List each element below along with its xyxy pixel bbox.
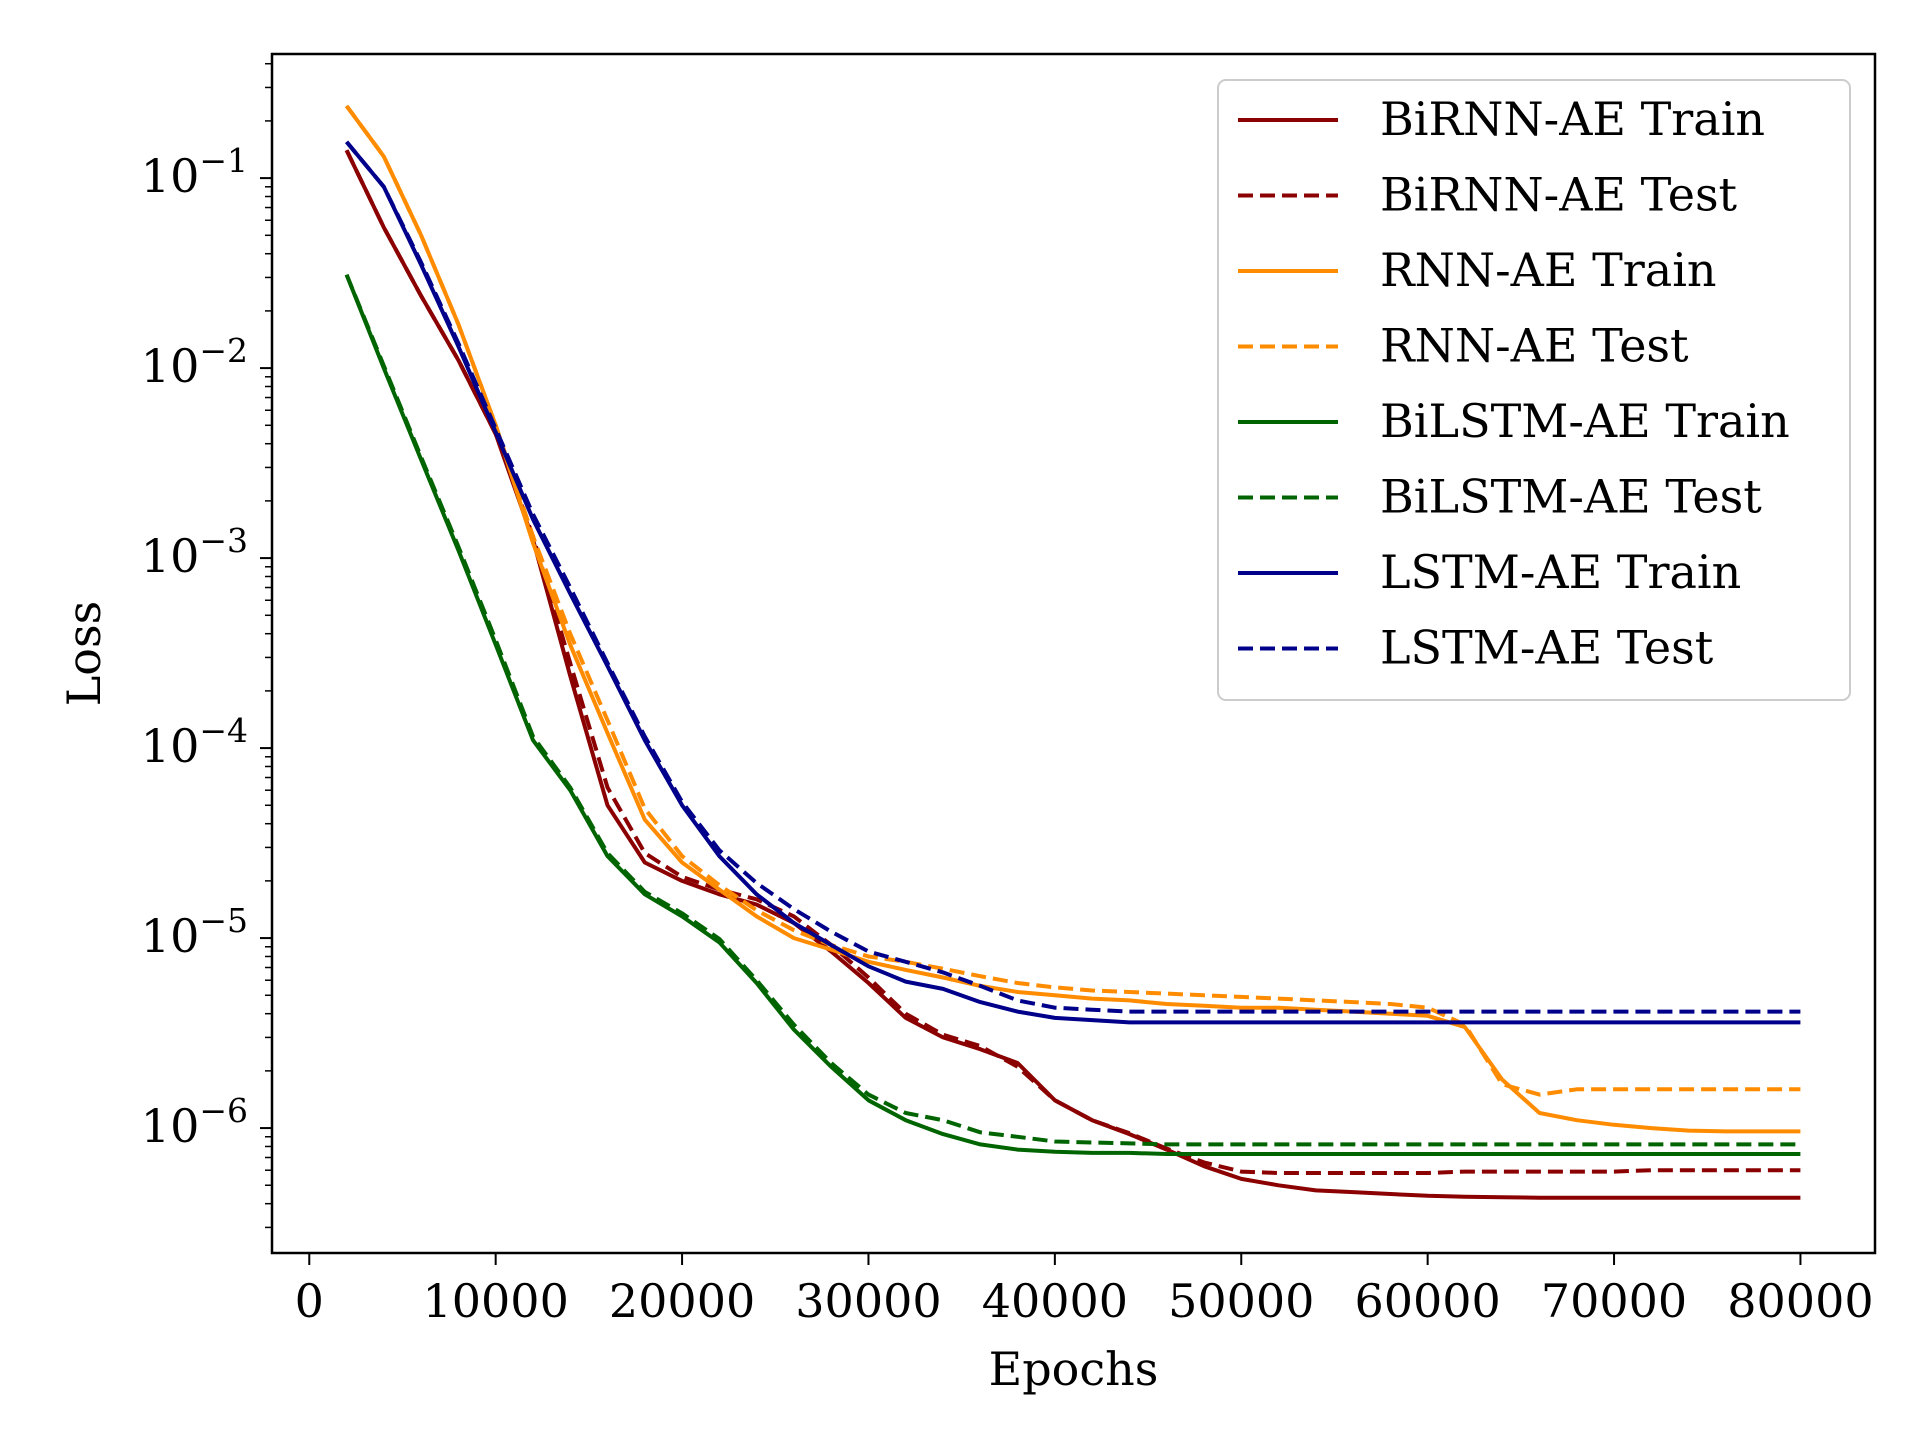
legend-label: BiLSTM-AE Test — [1380, 470, 1762, 524]
x-tick-label: 10000 — [423, 1274, 569, 1328]
plot-frame — [270, 52, 1877, 1255]
y-tick-label: 10−3 — [141, 521, 248, 583]
legend: BiRNN-AE Train BiRNN-AE Test RNN-AE Train R… — [1217, 79, 1851, 701]
y-tick-label: 10−5 — [141, 901, 248, 963]
legend-label: BiRNN-AE Test — [1380, 168, 1738, 222]
series-layer — [344, 104, 1801, 1200]
series-line-birnn-ae-train — [344, 149, 1801, 1200]
series-line-bilstm-ae-test — [344, 273, 1801, 1147]
series-line-rnn-ae-train — [344, 104, 1801, 1134]
series-line-rnn-ae-test — [344, 104, 1801, 1097]
legend-label: BiLSTM-AE Train — [1380, 394, 1790, 448]
x-tick-label: 40000 — [982, 1274, 1128, 1328]
y-tick-label: 10−1 — [141, 141, 248, 203]
legend-label: BiRNN-AE Train — [1380, 92, 1765, 146]
y-tick-label: 10−2 — [141, 331, 248, 393]
series-line-lstm-ae-test — [345, 140, 1801, 1014]
x-tick-label: 50000 — [1168, 1274, 1314, 1328]
y-tick-label: 10−4 — [141, 711, 248, 773]
x-tick-label: 70000 — [1541, 1274, 1687, 1328]
series-line-lstm-ae-train — [345, 140, 1801, 1025]
y-axis-title: Loss — [57, 601, 111, 706]
x-tick-label: 0 — [295, 1274, 324, 1328]
legend-label: RNN-AE Train — [1380, 243, 1717, 297]
x-tick-label: 60000 — [1354, 1274, 1500, 1328]
series-line-birnn-ae-test — [344, 149, 1801, 1175]
x-tick-label: 30000 — [795, 1274, 941, 1328]
legend-label: LSTM-AE Test — [1380, 621, 1714, 675]
y-tick-label: 10−6 — [141, 1091, 248, 1153]
axes-layer: 0 10000 20000 30000 40000 50000 60000 70000 8000… — [57, 52, 1877, 1396]
x-axis-title: Epochs — [989, 1342, 1159, 1396]
legend-label: LSTM-AE Train — [1380, 545, 1741, 599]
legend-box — [1217, 79, 1851, 701]
x-tick-label: 80000 — [1727, 1274, 1873, 1328]
x-tick-label: 20000 — [609, 1274, 755, 1328]
legend-label: RNN-AE Test — [1380, 319, 1689, 373]
